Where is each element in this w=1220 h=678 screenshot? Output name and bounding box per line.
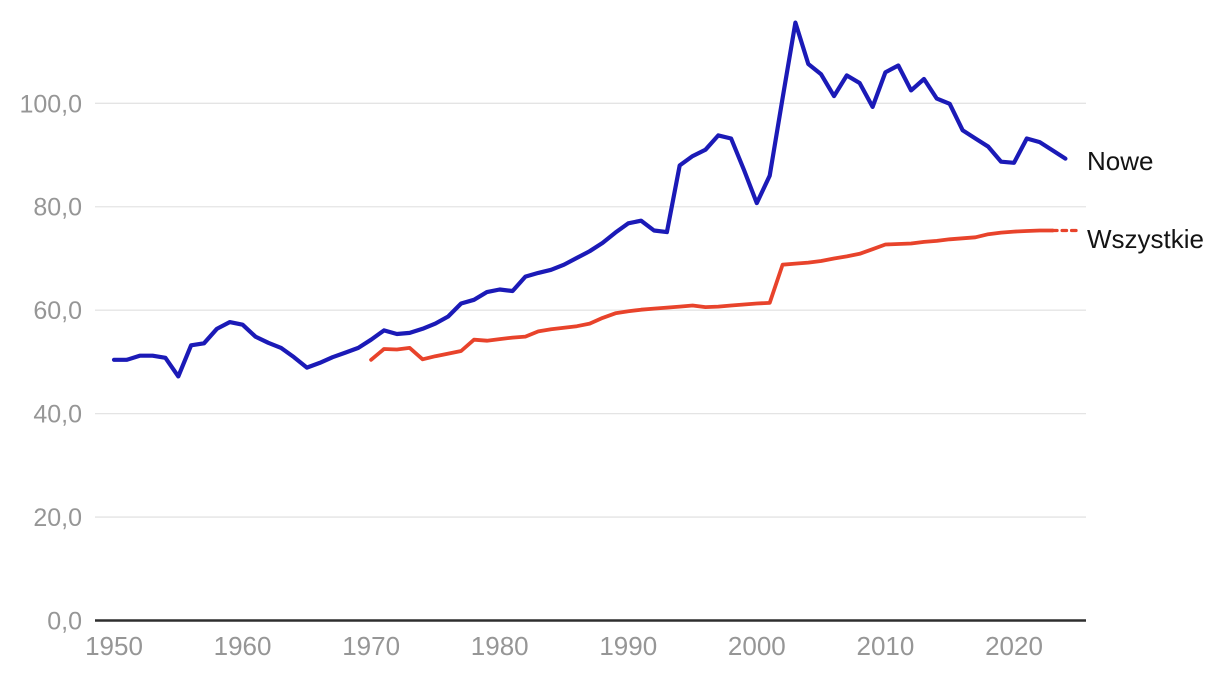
- x-axis-tick: 1990: [599, 631, 657, 661]
- series-line-wszystkie: [369, 228, 1055, 362]
- series-label-wszystkie: Wszystkie: [1087, 224, 1204, 254]
- x-axis-tick: 1970: [342, 631, 400, 661]
- series-label-nowe: Nowe: [1087, 146, 1154, 176]
- y-axis-tick: 20,0: [33, 504, 82, 532]
- y-axis-tick: 0,0: [47, 608, 82, 636]
- x-axis-tick: 2000: [728, 631, 786, 661]
- series-line-nowe: [111, 20, 1068, 379]
- y-axis-tick: 40,0: [33, 401, 82, 429]
- y-axis-tick: 100,0: [19, 90, 82, 118]
- x-axis-tick: 2020: [985, 631, 1043, 661]
- x-axis-tick: 2010: [856, 631, 914, 661]
- y-axis-tick: 80,0: [33, 194, 82, 222]
- x-axis-tick: 1980: [471, 631, 529, 661]
- x-axis-tick: 1960: [214, 631, 272, 661]
- x-axis-tick: 1950: [85, 631, 143, 661]
- y-axis-tick: 60,0: [33, 297, 82, 325]
